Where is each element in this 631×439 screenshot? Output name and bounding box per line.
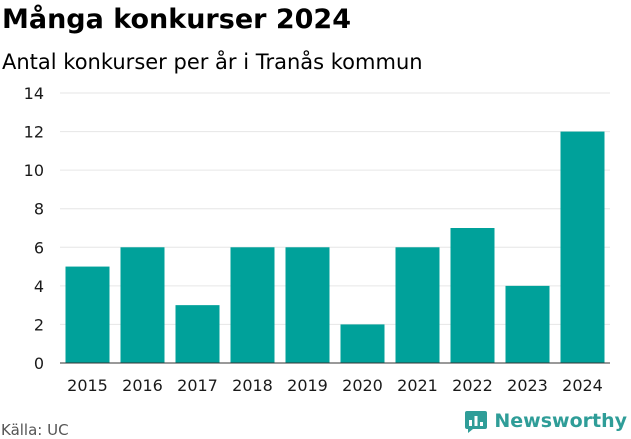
- brand-name: Newsworthy: [494, 410, 627, 432]
- bar-2020: [340, 324, 385, 363]
- bar-2019: [285, 247, 330, 363]
- x-tick-label-2024: 2024: [562, 376, 603, 395]
- x-tick-label-2021: 2021: [397, 376, 438, 395]
- y-tick-label-2: 2: [34, 315, 44, 334]
- x-tick-label-2023: 2023: [507, 376, 548, 395]
- bar-2016: [120, 247, 165, 363]
- bar-2023: [505, 285, 550, 363]
- bar-2017: [175, 305, 220, 363]
- y-tick-label-10: 10: [24, 161, 44, 180]
- x-tick-label-2018: 2018: [232, 376, 273, 395]
- chart-subtitle: Antal konkurser per år i Tranås kommun: [2, 50, 423, 74]
- bar-2018: [230, 247, 275, 363]
- x-tick-label-2016: 2016: [122, 376, 163, 395]
- bar-2022: [450, 228, 495, 363]
- y-tick-label-8: 8: [34, 200, 44, 219]
- x-tick-label-2020: 2020: [342, 376, 383, 395]
- x-tick-label-2019: 2019: [287, 376, 328, 395]
- bar-2024: [560, 131, 605, 363]
- y-tick-label-6: 6: [34, 238, 44, 257]
- x-tick-label-2022: 2022: [452, 376, 493, 395]
- x-tick-label-2017: 2017: [177, 376, 218, 395]
- bar-2021: [395, 247, 440, 363]
- y-tick-label-0: 0: [34, 354, 44, 373]
- bar-2015: [65, 266, 110, 363]
- y-tick-label-12: 12: [24, 123, 44, 142]
- y-tick-label-14: 14: [24, 84, 44, 103]
- brand-logo: Newsworthy: [464, 406, 627, 436]
- newsworthy-logo-icon: [465, 411, 488, 433]
- source-note: Källa: UC: [1, 421, 69, 439]
- y-tick-label-4: 4: [34, 277, 44, 296]
- x-tick-label-2015: 2015: [67, 376, 108, 395]
- chart-title: Många konkurser 2024: [2, 4, 351, 35]
